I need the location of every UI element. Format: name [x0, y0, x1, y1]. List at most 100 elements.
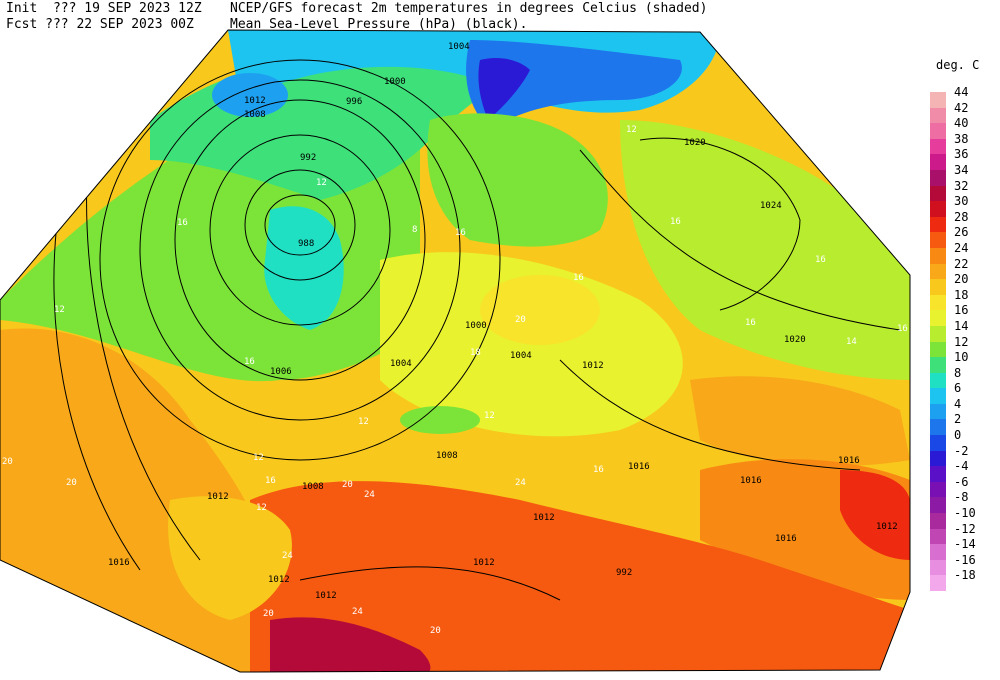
legend-label: 38 [954, 131, 969, 146]
temp-label: 20 [515, 315, 526, 325]
legend-label: 44 [954, 85, 969, 99]
temp-label: 20 [66, 478, 77, 488]
legend-entry: -16 [930, 553, 1000, 576]
temp-label: 24 [515, 478, 526, 488]
legend-label: 24 [954, 240, 969, 255]
pressure-label: 1006 [270, 367, 292, 377]
legend-swatch [930, 92, 946, 108]
legend-swatch [930, 279, 946, 295]
legend-label: 2 [954, 412, 962, 427]
legend-entry: 32 [930, 179, 1000, 202]
pressure-label: 1024 [760, 201, 782, 211]
map-boundary [0, 29, 911, 673]
temp-label: 16 [815, 255, 826, 265]
legend-swatch [930, 325, 946, 342]
pressure-label: 1020 [684, 138, 706, 148]
temp-scandes-cold [478, 58, 530, 120]
temp-mediterranean [250, 481, 910, 672]
legend-label: 40 [954, 116, 969, 131]
pressure-label: 992 [616, 568, 632, 578]
temp-label: 16 [897, 324, 908, 334]
temp-label: 18 [470, 348, 481, 358]
legend-entry: -4 [930, 459, 1000, 482]
legend-entry: 8 [930, 366, 1000, 389]
legend-swatch [930, 201, 946, 217]
pressure-label: 1008 [436, 451, 458, 461]
legend-entry: 14 [930, 319, 1000, 342]
legend-swatch [930, 138, 946, 155]
legend-label: 36 [954, 147, 969, 162]
legend-label: 4 [954, 396, 962, 411]
isobar-996 [209, 134, 391, 326]
legend-swatch [930, 232, 946, 248]
legend-swatch [930, 247, 946, 264]
legend-swatch [930, 450, 946, 467]
legend-swatch [930, 294, 946, 311]
pressure-label: 988 [298, 239, 314, 249]
pressure-label: 1012 [244, 96, 266, 106]
pressure-label: 1012 [473, 558, 495, 568]
isobar-1012-se [559, 359, 861, 471]
legend-label: 30 [954, 194, 969, 209]
legend-entry: 42 [930, 101, 1000, 124]
legend-label: -10 [954, 506, 976, 521]
legend-swatch [930, 575, 946, 591]
isobar-1012-med [299, 566, 561, 601]
temp-north-africa [270, 617, 431, 672]
legend-label: -8 [954, 490, 969, 505]
legend-entry: 16 [930, 303, 1000, 326]
legend-entry: 44 [930, 85, 1000, 108]
isobar-992 [244, 169, 356, 281]
temp-label: 20 [342, 480, 353, 490]
temp-label: 16 [745, 318, 756, 328]
temp-label: 16 [177, 218, 188, 228]
legend-label: -6 [954, 474, 969, 489]
legend-title: deg. C [936, 58, 980, 72]
legend-label: -14 [954, 537, 976, 552]
legend-entry: 24 [930, 241, 1000, 264]
legend-swatch [930, 107, 946, 124]
legend-swatch [930, 185, 946, 202]
temp-iberia [168, 496, 292, 620]
temp-label: 12 [484, 411, 495, 421]
temperature-labels: 16 12 8 16 12 16 16 20 18 16 16 14 12 12… [2, 125, 908, 636]
legend-label: -2 [954, 443, 969, 458]
pressure-label: 996 [346, 97, 362, 107]
map-title: NCEP/GFS forecast 2m temperatures in deg… [230, 1, 708, 16]
temp-label: 12 [316, 178, 327, 188]
legend-entry: -18 [930, 568, 1000, 591]
pressure-label: 1012 [207, 492, 229, 502]
temp-scandinavia [427, 113, 608, 247]
legend-swatch [930, 559, 946, 576]
temp-poland-warm [480, 275, 600, 345]
isobar-1016-east [579, 149, 901, 331]
temp-label: 16 [455, 228, 466, 238]
legend-label: -18 [954, 568, 976, 583]
temp-alps [400, 406, 480, 434]
isobars [53, 30, 901, 601]
legend-swatch [930, 497, 946, 514]
legend-entry: 28 [930, 210, 1000, 233]
legend-entry: -14 [930, 537, 1000, 560]
legend-entry: 4 [930, 397, 1000, 420]
legend-entry: 18 [930, 288, 1000, 311]
isobar-1000 [174, 99, 426, 381]
pressure-label: 1016 [628, 462, 650, 472]
pressure-label: 1016 [740, 476, 762, 486]
legend-label: 16 [954, 303, 969, 318]
forecast-time: Fcst ??? 22 SEP 2023 00Z [6, 17, 194, 32]
isobar-1020-east [639, 137, 801, 311]
temp-black-sea [690, 376, 910, 466]
legend-entry: 26 [930, 225, 1000, 248]
legend-swatch [930, 263, 946, 280]
color-legend: 44 42 40 38 36 34 32 30 28 26 24 22 20 18 16 14 12 10 8 6 4 2… [930, 85, 1000, 591]
legend-label: 22 [954, 256, 969, 271]
temp-label: 16 [573, 273, 584, 283]
legend-label: -16 [954, 552, 976, 567]
pressure-label: 1000 [465, 321, 487, 331]
temp-label: 12 [253, 453, 264, 463]
temp-label: 16 [593, 465, 604, 475]
legend-label: 6 [954, 381, 962, 396]
temp-arctic-cold [466, 40, 682, 130]
legend-entry: -12 [930, 522, 1000, 545]
